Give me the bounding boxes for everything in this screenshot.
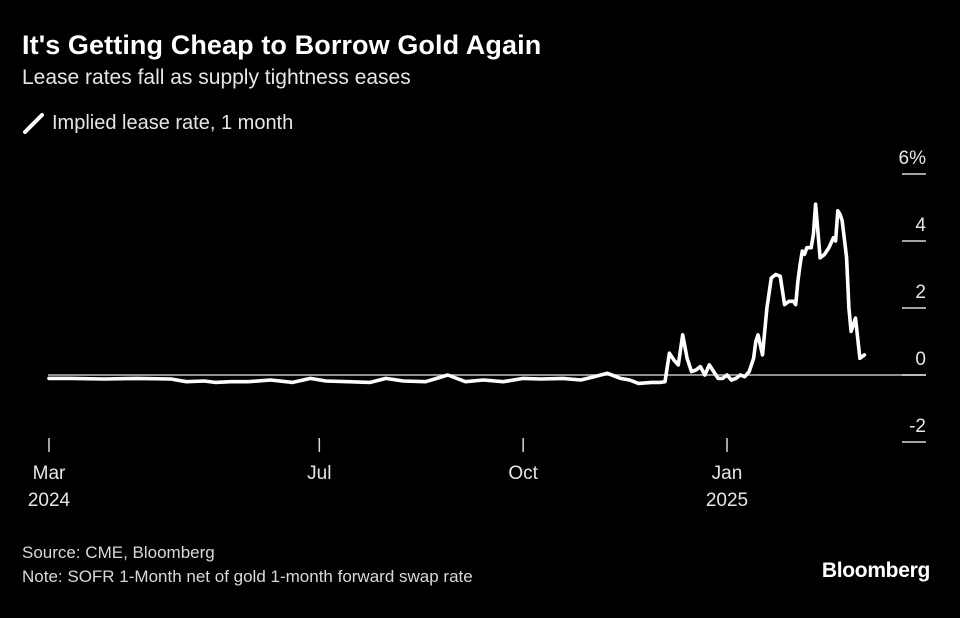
series-line-implied-lease-rate: [47, 202, 867, 386]
source-note: Source: CME, Bloomberg: [22, 543, 215, 562]
method-note: Note: SOFR 1-Month net of gold 1-month f…: [22, 567, 473, 586]
y-tick-label: 6%: [899, 148, 927, 169]
x-tick-label: Jan: [712, 463, 743, 484]
legend-label: Implied lease rate, 1 month: [52, 111, 294, 134]
y-tick-label: 2: [915, 282, 926, 303]
y-tick-label: 4: [915, 215, 926, 236]
y-tick-label: -2: [909, 416, 926, 437]
x-tick-label: Jul: [307, 463, 331, 484]
chart-subtitle: Lease rates fall as supply tightness eas…: [22, 66, 411, 89]
x-tick-label: Mar: [33, 463, 66, 484]
x-tick-sublabel: 2025: [706, 490, 748, 511]
y-tick-label: 0: [915, 349, 926, 370]
line-swatch-icon: [23, 113, 44, 134]
chart-title: It's Getting Cheap to Borrow Gold Again: [22, 30, 542, 60]
x-tick-label: Oct: [508, 463, 538, 484]
bloomberg-logo: Bloomberg: [821, 559, 930, 582]
footer: Source: CME, Bloomberg Note: SOFR 1-Mont…: [22, 541, 473, 589]
legend: Implied lease rate, 1 month: [22, 110, 293, 136]
x-tick-sublabel: 2024: [28, 490, 71, 511]
